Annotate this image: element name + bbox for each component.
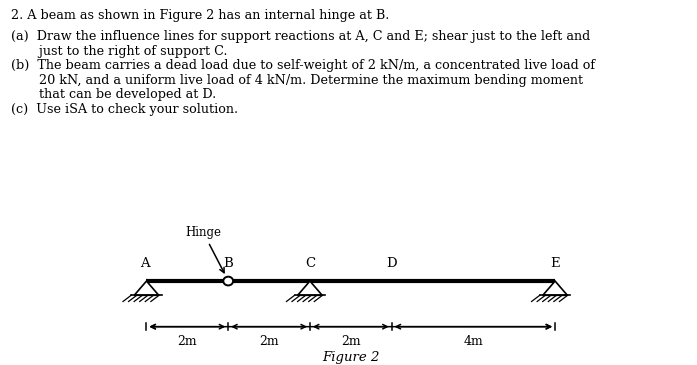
Polygon shape bbox=[135, 281, 159, 295]
Text: D: D bbox=[386, 257, 397, 270]
Text: (c)  Use iSA to check your solution.: (c) Use iSA to check your solution. bbox=[11, 103, 238, 116]
Polygon shape bbox=[298, 281, 322, 295]
Text: Figure 2: Figure 2 bbox=[322, 351, 379, 364]
Text: just to the right of support C.: just to the right of support C. bbox=[11, 45, 228, 58]
Text: 2m: 2m bbox=[178, 335, 197, 348]
Text: A: A bbox=[139, 257, 149, 270]
Polygon shape bbox=[543, 281, 567, 295]
Text: 4m: 4m bbox=[464, 335, 483, 348]
Circle shape bbox=[223, 277, 233, 285]
Text: C: C bbox=[305, 257, 315, 270]
Text: E: E bbox=[550, 257, 560, 270]
Text: 20 kN, and a uniform live load of 4 kN/m. Determine the maximum bending moment: 20 kN, and a uniform live load of 4 kN/m… bbox=[11, 74, 583, 87]
Text: (a)  Draw the influence lines for support reactions at A, C and E; shear just to: (a) Draw the influence lines for support… bbox=[11, 30, 590, 43]
Text: 2. A beam as shown in Figure 2 has an internal hinge at B.: 2. A beam as shown in Figure 2 has an in… bbox=[11, 9, 390, 22]
Text: (b)  The beam carries a dead load due to self-weight of 2 kN/m, a concentrated l: (b) The beam carries a dead load due to … bbox=[11, 59, 595, 72]
Text: B: B bbox=[223, 257, 233, 270]
Text: Hinge: Hinge bbox=[185, 226, 224, 273]
Text: 2m: 2m bbox=[259, 335, 279, 348]
Text: 2m: 2m bbox=[341, 335, 360, 348]
Text: that can be developed at D.: that can be developed at D. bbox=[11, 88, 216, 101]
